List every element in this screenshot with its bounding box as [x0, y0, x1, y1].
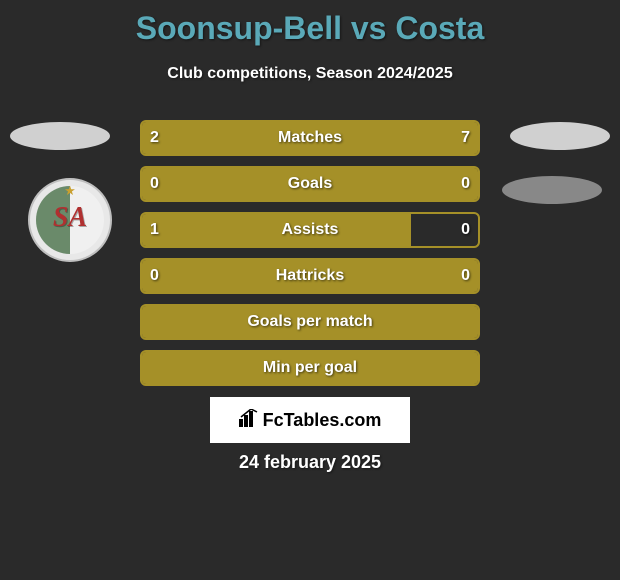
stat-label: Goals per match — [142, 306, 478, 338]
stat-row: 00Goals — [140, 166, 480, 202]
player-right-ellipse — [510, 122, 610, 150]
stat-row: Min per goal — [140, 350, 480, 386]
stat-label: Goals — [142, 168, 478, 200]
club-badge-left: ★ SA — [28, 178, 112, 262]
club-badge-letters: SA — [36, 202, 104, 234]
page-title: Soonsup-Bell vs Costa — [0, 0, 620, 47]
source-badge: FcTables.com — [210, 397, 410, 443]
player-right-ellipse-2 — [502, 176, 602, 204]
chart-bars-icon — [239, 409, 259, 432]
stat-row: Goals per match — [140, 304, 480, 340]
player-left-ellipse — [10, 122, 110, 150]
club-badge-inner: ★ SA — [36, 186, 104, 254]
stat-row: 10Assists — [140, 212, 480, 248]
page-subtitle: Club competitions, Season 2024/2025 — [0, 65, 620, 83]
stat-label: Hattricks — [142, 260, 478, 292]
stat-label: Min per goal — [142, 352, 478, 384]
stat-row: 00Hattricks — [140, 258, 480, 294]
stats-comparison-chart: 27Matches 00Goals 10Assists 00Hattricks Goal… — [140, 120, 480, 396]
date-label: 24 february 2025 — [0, 452, 620, 473]
source-badge-text: FcTables.com — [263, 410, 382, 431]
stat-label: Matches — [142, 122, 478, 154]
stat-label: Assists — [142, 214, 478, 246]
club-badge-star-icon: ★ — [36, 186, 104, 199]
stat-row: 27Matches — [140, 120, 480, 156]
